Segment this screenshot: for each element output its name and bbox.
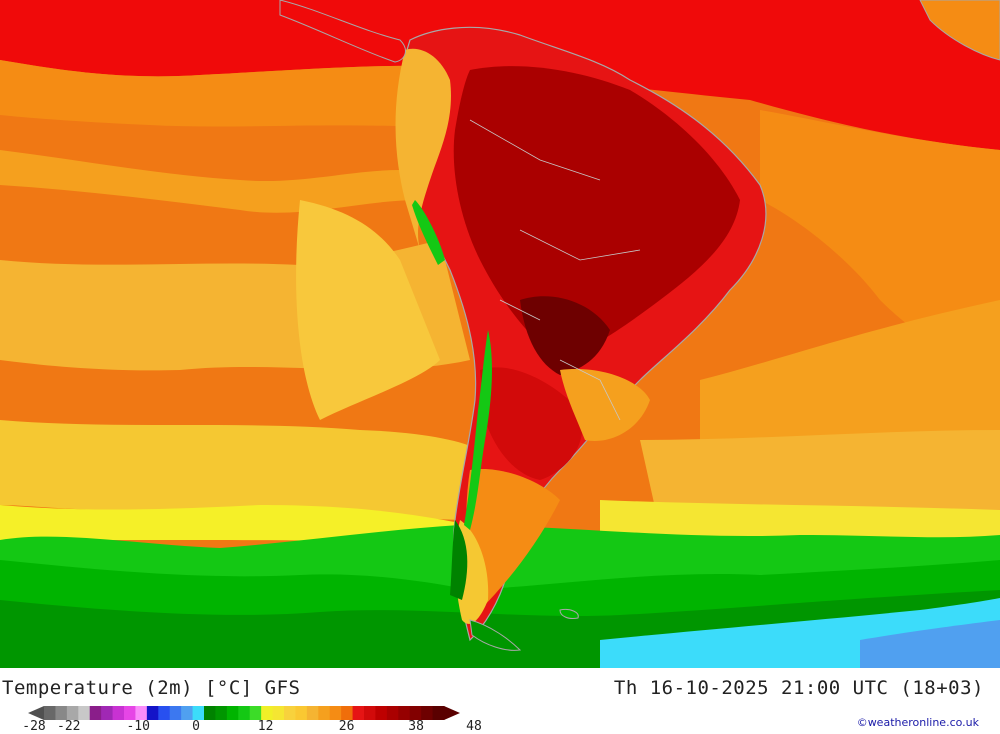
legend-arrow-high bbox=[444, 706, 460, 720]
legend-swatch bbox=[146, 706, 159, 720]
legend-swatch bbox=[261, 706, 274, 720]
legend-swatch bbox=[364, 706, 376, 720]
legend-swatch bbox=[124, 706, 136, 720]
legend-tick-label: 12 bbox=[257, 719, 274, 734]
legend-swatch bbox=[112, 706, 125, 720]
legend-swatch bbox=[158, 706, 171, 720]
legend-tick-label: -28 bbox=[22, 719, 46, 734]
legend-swatch bbox=[55, 706, 68, 720]
legend-tick-label: 38 bbox=[408, 719, 424, 734]
legend-swatch bbox=[398, 706, 411, 720]
legend-swatch bbox=[249, 706, 262, 720]
legend-swatch bbox=[318, 706, 331, 720]
legend-swatch bbox=[78, 706, 91, 720]
legend-swatch bbox=[375, 706, 388, 720]
legend-swatch bbox=[44, 706, 56, 720]
credit-link[interactable]: ©weatheronline.co.uk bbox=[856, 716, 979, 729]
legend-swatch bbox=[192, 706, 205, 720]
legend-swatch bbox=[169, 706, 182, 720]
legend-swatch bbox=[341, 706, 354, 720]
legend-swatch bbox=[306, 706, 319, 720]
temperature-map[interactable] bbox=[0, 0, 1000, 668]
legend-swatch bbox=[215, 706, 228, 720]
legend-swatch bbox=[352, 706, 365, 720]
legend-tick-label: 48 bbox=[466, 719, 482, 734]
legend-tick-label: -22 bbox=[56, 719, 81, 734]
legend-swatch bbox=[204, 706, 216, 720]
color-legend bbox=[28, 706, 460, 720]
legend-swatch bbox=[135, 706, 148, 720]
legend-swatch bbox=[421, 706, 434, 720]
legend-swatch bbox=[432, 706, 445, 720]
map-title: Temperature (2m) [°C] GFS bbox=[2, 677, 301, 699]
legend-swatch bbox=[386, 706, 399, 720]
legend-swatch bbox=[284, 706, 296, 720]
legend-swatch bbox=[181, 706, 194, 720]
legend-swatch bbox=[295, 706, 308, 720]
footer-bar bbox=[0, 668, 1000, 733]
legend-swatch bbox=[101, 706, 114, 720]
legend-tick-label: 0 bbox=[192, 719, 201, 734]
legend-tick-label: -10 bbox=[126, 719, 150, 734]
legend-swatch bbox=[272, 706, 285, 720]
valid-time: Th 16-10-2025 21:00 UTC (18+03) bbox=[613, 677, 984, 699]
legend-swatch bbox=[66, 706, 79, 720]
legend-labels: -28 -22 -10 0 12 26 38 48 bbox=[0, 719, 500, 734]
legend-swatch bbox=[238, 706, 251, 720]
legend-arrow-low bbox=[28, 706, 44, 720]
legend-swatch bbox=[329, 706, 342, 720]
legend-tick-label: 26 bbox=[338, 719, 355, 734]
legend-swatch bbox=[226, 706, 239, 720]
legend-swatch bbox=[89, 706, 102, 720]
legend-swatch bbox=[409, 706, 422, 720]
